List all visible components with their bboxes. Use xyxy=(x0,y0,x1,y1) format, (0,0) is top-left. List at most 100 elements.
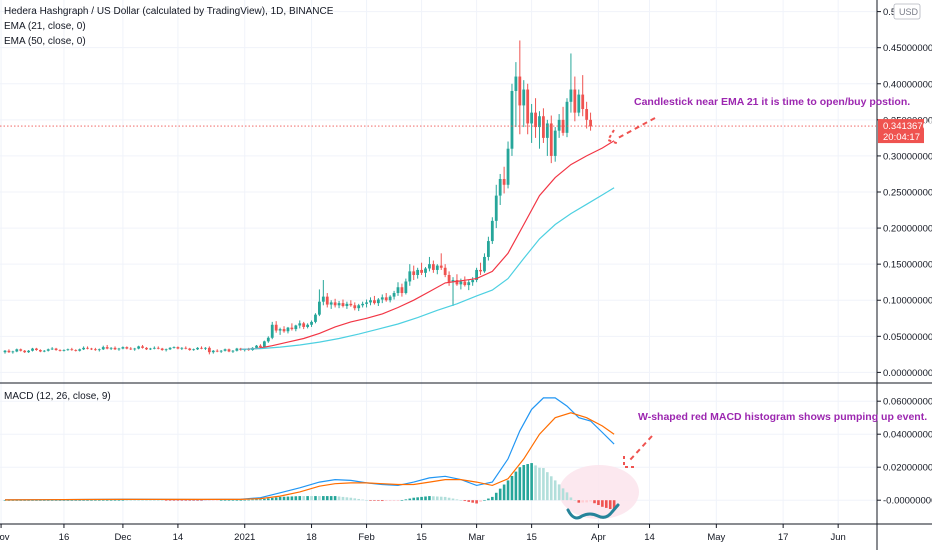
histogram-bar xyxy=(420,496,423,501)
histogram-bar xyxy=(436,496,439,501)
candle xyxy=(376,298,380,307)
histogram-bar xyxy=(510,476,514,501)
chart-title: Hedera Hashgraph / US Dollar (calculated… xyxy=(4,6,334,17)
histogram-bar xyxy=(251,499,254,501)
candle xyxy=(463,276,467,287)
histogram-bar xyxy=(506,480,510,501)
candle-body xyxy=(27,350,30,353)
histogram-bar xyxy=(341,496,345,501)
candle xyxy=(78,348,82,352)
candle xyxy=(129,347,133,351)
candle xyxy=(172,346,176,349)
candle-body xyxy=(125,347,129,349)
candle-body xyxy=(545,123,549,138)
candle-body xyxy=(117,348,121,350)
arrow-to-ema xyxy=(606,117,656,145)
price-axis[interactable]: 0.50.450000000.400000000.350000000.30000… xyxy=(877,7,932,379)
candle xyxy=(46,348,50,352)
candle-body xyxy=(345,303,349,307)
currency-badge[interactable]: USD xyxy=(893,3,921,20)
macd-title[interactable]: MACD (12, 26, close, 9) xyxy=(4,391,111,402)
histogram-bar xyxy=(192,500,195,501)
candle xyxy=(82,346,85,351)
candle-body xyxy=(392,293,396,297)
histogram-bar xyxy=(294,496,298,501)
histogram-bar xyxy=(137,500,140,501)
histogram-bar xyxy=(463,500,467,502)
price-tick-label: 0.45000000 xyxy=(883,43,932,54)
candle-body xyxy=(105,347,109,349)
candle-body xyxy=(428,264,431,269)
time-tick-label: Apr xyxy=(591,532,606,543)
candle xyxy=(3,350,7,354)
candle-body xyxy=(314,314,317,322)
candle xyxy=(50,347,54,351)
histogram-bar xyxy=(278,496,282,501)
histogram-bar xyxy=(149,500,152,501)
candle-body xyxy=(361,303,365,306)
histogram-bar xyxy=(270,497,274,501)
candle xyxy=(204,347,207,351)
histogram-bar xyxy=(239,500,243,501)
histogram-bar xyxy=(498,488,502,501)
legend-ema-50[interactable]: EMA (50, close, 0) xyxy=(4,36,86,47)
candle-body xyxy=(149,348,152,350)
candle-body xyxy=(502,179,506,185)
candle xyxy=(483,253,486,273)
histogram-bar xyxy=(125,500,129,501)
candle xyxy=(337,300,341,309)
histogram-bar xyxy=(593,500,596,504)
candle xyxy=(278,327,282,335)
candle-body xyxy=(54,348,58,351)
histogram-bar xyxy=(86,500,89,501)
candle xyxy=(97,348,101,352)
candle-body xyxy=(70,349,74,351)
histogram-bar xyxy=(534,465,537,501)
histogram-bar xyxy=(538,467,541,501)
annotation-candlestick-ema: Candlestick near EMA 21 it is time to op… xyxy=(634,96,910,108)
macd-axis[interactable]: 0.06000000 0.04000000 0.02000000 -0.0000000… xyxy=(877,397,932,507)
histogram-bar xyxy=(243,499,247,501)
candle xyxy=(101,345,105,351)
candle xyxy=(577,89,581,117)
candle-body xyxy=(565,101,569,133)
histogram-bar xyxy=(322,496,325,501)
ema-21-line xyxy=(240,140,615,350)
candle xyxy=(211,350,215,354)
candle xyxy=(290,323,294,331)
candle-body xyxy=(274,324,278,331)
time-axis[interactable]: Nov 16 Dec 14 2021 18 Feb 15 Mar 15 Apr 14 May 17 Jun xyxy=(0,524,846,543)
histogram-bar xyxy=(432,496,435,501)
histogram-bar xyxy=(215,500,219,501)
candle-body xyxy=(557,119,561,131)
candle-body xyxy=(494,195,498,221)
histogram-bar xyxy=(353,498,357,501)
candle-body xyxy=(259,345,262,348)
histogram-bar xyxy=(608,500,612,509)
histogram-bar xyxy=(109,500,113,501)
histogram-bar xyxy=(467,500,471,502)
candle-body xyxy=(50,348,54,350)
histogram-bar xyxy=(35,500,38,501)
annotation-macd-histogram: W-shaped red MACD histogram shows pumpin… xyxy=(638,411,927,423)
candle-body xyxy=(353,305,357,309)
histogram-bar xyxy=(46,500,50,501)
candle-body xyxy=(270,324,274,338)
candle-body xyxy=(62,350,66,351)
candle xyxy=(274,321,278,333)
histogram-bar xyxy=(337,496,341,501)
histogram-bar xyxy=(188,500,192,501)
histogram-bar xyxy=(298,496,302,501)
currency-badge-box[interactable] xyxy=(893,3,921,20)
candle xyxy=(494,184,498,229)
candle-body xyxy=(42,350,46,352)
candle-body xyxy=(109,347,113,349)
legend-ema-21[interactable]: EMA (21, close, 0) xyxy=(4,21,86,32)
candle-body xyxy=(298,323,302,326)
candle xyxy=(54,347,58,351)
histogram-bar xyxy=(604,500,608,508)
candles xyxy=(3,40,592,355)
candle xyxy=(121,346,125,350)
candle xyxy=(361,301,365,308)
candle-body xyxy=(321,296,325,302)
